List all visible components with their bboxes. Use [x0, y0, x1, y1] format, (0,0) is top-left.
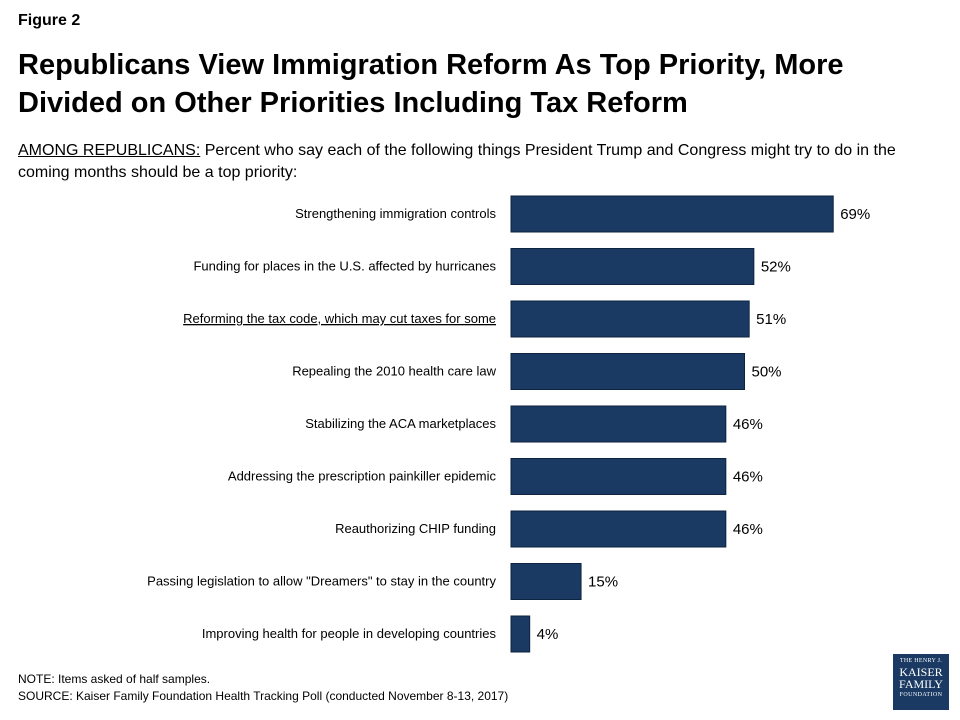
value-label: 69%: [840, 206, 870, 223]
value-label: 52%: [761, 259, 791, 276]
bar: [510, 195, 834, 233]
category-label: Passing legislation to allow "Dreamers" …: [147, 574, 496, 589]
bar: [510, 510, 727, 548]
footnote: NOTE: Items asked of half samples. SOURC…: [18, 671, 508, 705]
category-label: Improving health for people in developin…: [202, 626, 497, 641]
value-label: 46%: [733, 416, 763, 433]
kff-logo: THE HENRY J. KAISER FAMILY FOUNDATION: [893, 654, 949, 710]
logo-line-3: FAMILY: [899, 677, 943, 691]
bar: [510, 458, 727, 495]
value-label: 4%: [537, 626, 559, 643]
logo-line-2: KAISER: [899, 665, 943, 679]
category-label: Funding for places in the U.S. affected …: [193, 259, 496, 274]
value-label: 46%: [733, 469, 763, 486]
chart-subtitle: AMONG REPUBLICANS: Percent who say each …: [18, 140, 948, 184]
bar: [510, 248, 755, 285]
value-label: 50%: [752, 364, 782, 381]
value-label: 15%: [588, 574, 618, 591]
logo-line-4: FOUNDATION: [899, 692, 943, 698]
category-label: Reauthorizing CHIP funding: [335, 521, 496, 536]
figure-label: Figure 2: [18, 12, 81, 29]
bar-chart: Strengthening immigration controls 69% Fun…: [147, 195, 870, 653]
bar: [510, 405, 727, 443]
bar: [510, 353, 745, 390]
source-text: SOURCE: Kaiser Family Foundation Health …: [18, 689, 509, 703]
chart-title: Republicans View Immigration Reform As T…: [18, 49, 844, 119]
category-label: Addressing the prescription painkiller e…: [228, 469, 497, 484]
bar: [510, 615, 531, 653]
category-label: Reforming the tax code, which may cut ta…: [183, 311, 496, 326]
note-text: NOTE: Items asked of half samples.: [18, 672, 211, 686]
category-label: Repealing the 2010 health care law: [292, 364, 496, 379]
logo-line-1: THE HENRY J.: [899, 658, 943, 664]
category-label: Stabilizing the ACA marketplaces: [305, 416, 496, 431]
category-label: Strengthening immigration controls: [295, 206, 496, 221]
value-label: 46%: [733, 521, 763, 538]
subtitle-text: Percent who say each of the following th…: [18, 142, 896, 181]
bar: [510, 563, 582, 600]
subtitle-lead: AMONG REPUBLICANS:: [18, 142, 201, 159]
bar: [510, 300, 750, 338]
value-label: 51%: [756, 311, 786, 328]
